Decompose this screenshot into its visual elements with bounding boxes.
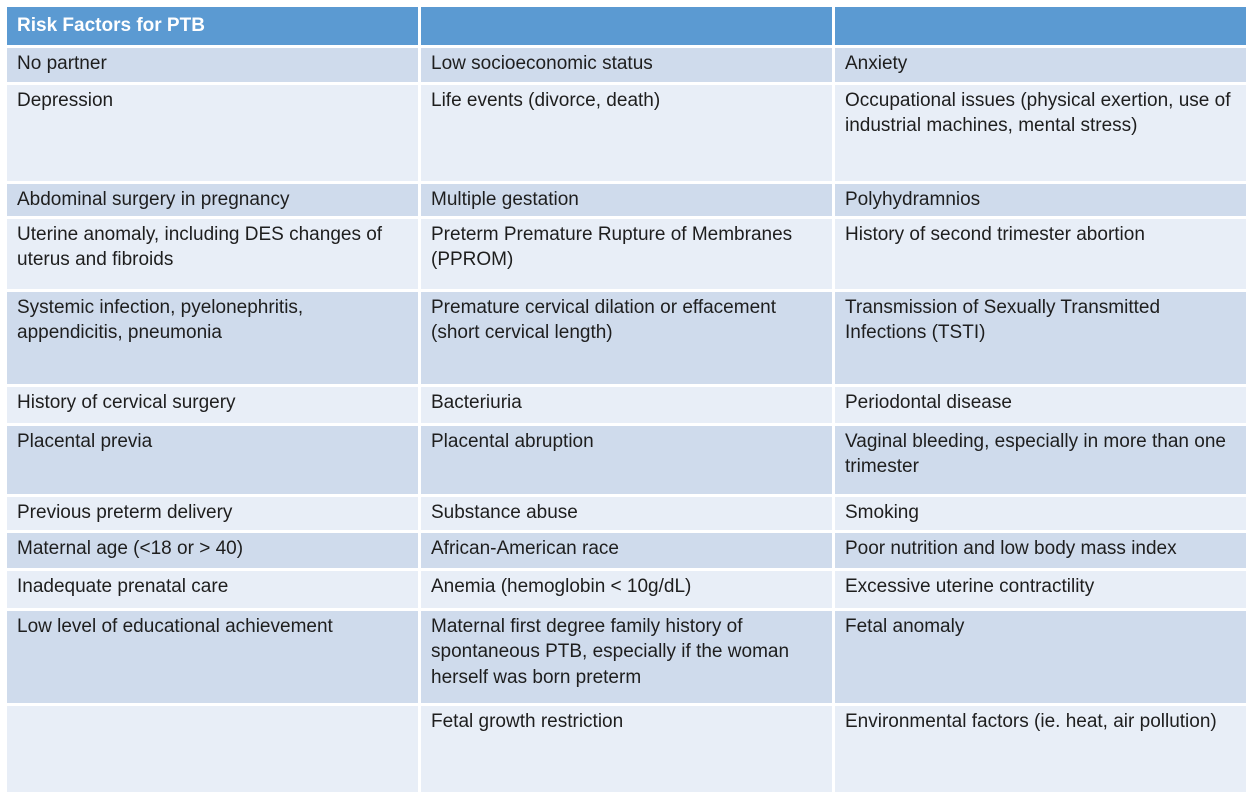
table-cell: Vaginal bleeding, especially in more tha… — [835, 426, 1246, 494]
table-row: Depression Life events (divorce, death) Oc… — [7, 85, 1246, 181]
table-cell: Poor nutrition and low body mass index — [835, 533, 1246, 568]
table-cell: Maternal age (<18 or > 40) — [7, 533, 418, 568]
table-title: Risk Factors for PTB — [7, 7, 418, 45]
table-cell: Bacteriuria — [421, 387, 832, 423]
table-cell: Polyhydramnios — [835, 184, 1246, 216]
table-row: Low level of educational achievement Mate… — [7, 611, 1246, 703]
table-cell: Excessive uterine contractility — [835, 571, 1246, 608]
header-cell-empty — [835, 7, 1246, 45]
table-header-row: Risk Factors for PTB — [7, 7, 1246, 45]
table-cell: History of cervical surgery — [7, 387, 418, 423]
table-cell: Fetal anomaly — [835, 611, 1246, 703]
table-cell: Placental previa — [7, 426, 418, 494]
table-cell: History of second trimester abortion — [835, 219, 1246, 289]
table-cell: Anemia (hemoglobin < 10g/dL) — [421, 571, 832, 608]
table-cell: Life events (divorce, death) — [421, 85, 832, 181]
table-cell: Previous preterm delivery — [7, 497, 418, 530]
table-row: Inadequate prenatal care Anemia (hemoglob… — [7, 571, 1246, 608]
table-cell: Transmission of Sexually Transmitted Inf… — [835, 292, 1246, 384]
table-cell: Periodontal disease — [835, 387, 1246, 423]
table-cell: Multiple gestation — [421, 184, 832, 216]
table-row: History of cervical surgery Bacteriuria Pe… — [7, 387, 1246, 423]
table-row: Maternal age (<18 or > 40) African-Americ… — [7, 533, 1246, 568]
table-cell: Depression — [7, 85, 418, 181]
table-row: No partner Low socioeconomic status Anxiet… — [7, 48, 1246, 82]
table-cell: Anxiety — [835, 48, 1246, 82]
table-cell: Uterine anomaly, including DES changes o… — [7, 219, 418, 289]
table-cell: Inadequate prenatal care — [7, 571, 418, 608]
table-row: Fetal growth restriction Environmental fa… — [7, 706, 1246, 792]
table-row: Abdominal surgery in pregnancy Multiple g… — [7, 184, 1246, 216]
table-row: Uterine anomaly, including DES changes o… — [7, 219, 1246, 289]
table-cell: Low socioeconomic status — [421, 48, 832, 82]
header-cell-empty — [421, 7, 832, 45]
table-cell: Preterm Premature Rupture of Membranes (… — [421, 219, 832, 289]
table-cell: Systemic infection, pyelonephritis, appe… — [7, 292, 418, 384]
table-row: Placental previa Placental abruption Vagin… — [7, 426, 1246, 494]
table-cell: Placental abruption — [421, 426, 832, 494]
table-cell: No partner — [7, 48, 418, 82]
table-row: Systemic infection, pyelonephritis, appe… — [7, 292, 1246, 384]
table-row: Previous preterm delivery Substance abuse… — [7, 497, 1246, 530]
table-cell: African-American race — [421, 533, 832, 568]
table-cell: Premature cervical dilation or effacemen… — [421, 292, 832, 384]
table-cell: Environmental factors (ie. heat, air pol… — [835, 706, 1246, 792]
table-cell: Smoking — [835, 497, 1246, 530]
risk-factors-table: Risk Factors for PTB No partner Low socio… — [4, 4, 1249, 795]
table-cell: Low level of educational achievement — [7, 611, 418, 703]
table-body: No partner Low socioeconomic status Anxiet… — [7, 48, 1246, 792]
table-cell: Maternal first degree family history of … — [421, 611, 832, 703]
table-cell: Abdominal surgery in pregnancy — [7, 184, 418, 216]
table-cell: Fetal growth restriction — [421, 706, 832, 792]
table-cell — [7, 706, 418, 792]
table-cell: Substance abuse — [421, 497, 832, 530]
table-cell: Occupational issues (physical exertion, … — [835, 85, 1246, 181]
